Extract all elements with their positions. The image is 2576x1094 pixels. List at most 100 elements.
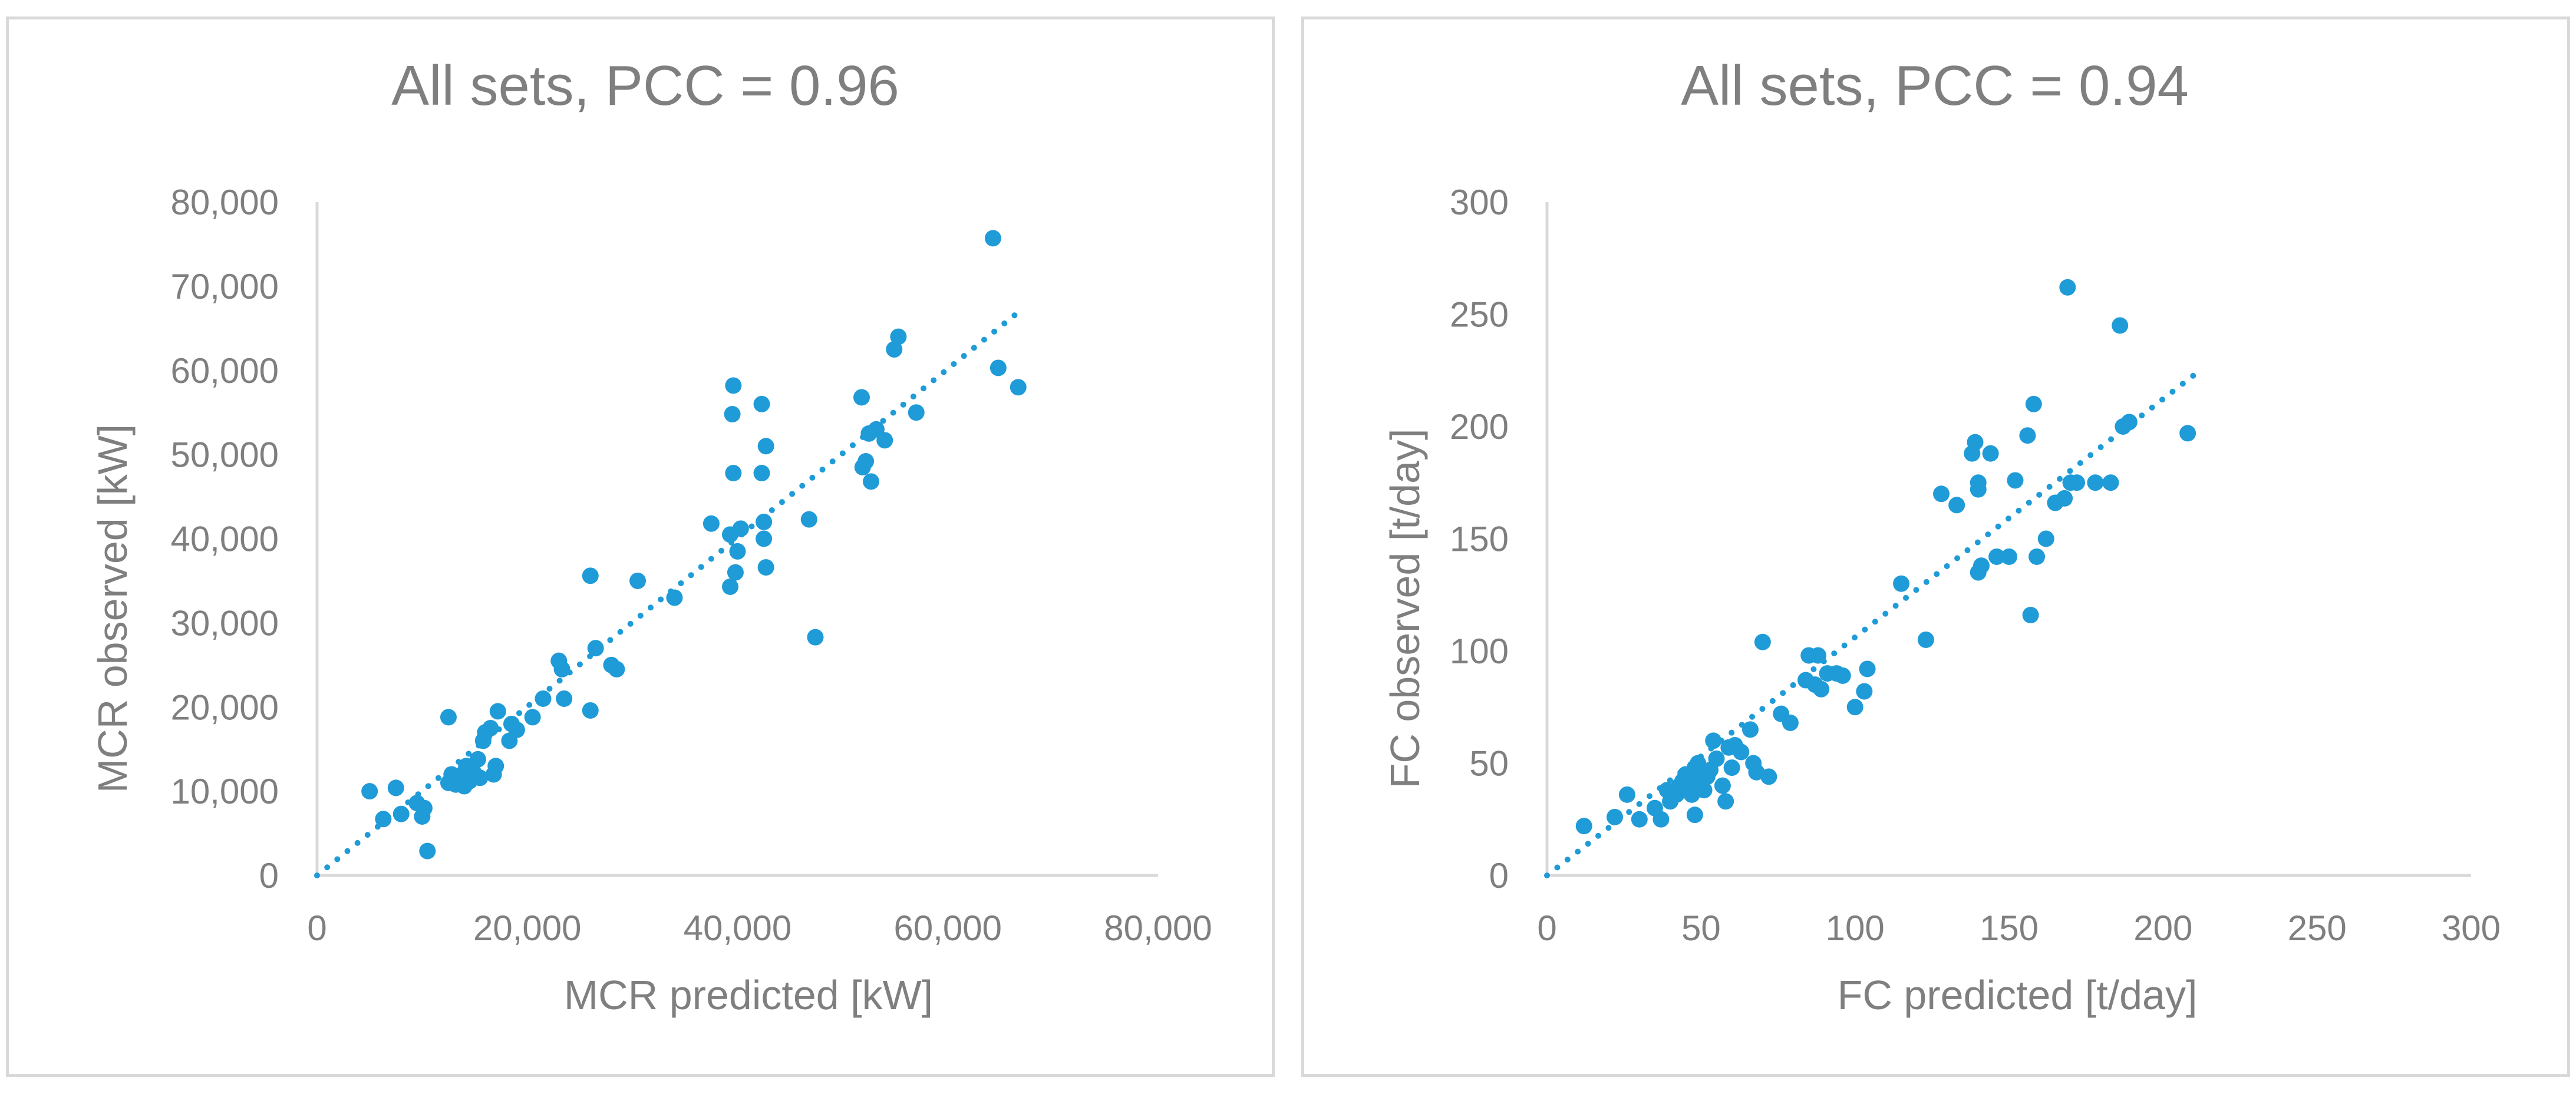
x-tick-label: 20,000 — [473, 908, 582, 948]
data-point — [629, 572, 647, 589]
data-point — [1988, 548, 2006, 565]
data-point — [1618, 786, 1635, 803]
y-tick-label: 250 — [1450, 295, 1509, 335]
data-point — [857, 453, 875, 470]
data-point — [392, 805, 410, 822]
data-point — [757, 438, 774, 455]
data-point — [753, 465, 770, 482]
x-tick-label: 50 — [1681, 908, 1721, 948]
data-point — [2120, 414, 2138, 431]
data-point — [1782, 714, 1799, 731]
data-point — [415, 799, 433, 817]
data-point — [2037, 530, 2054, 547]
data-point — [1754, 633, 1771, 650]
x-tick-label: 0 — [1537, 908, 1556, 948]
data-point — [886, 341, 903, 358]
data-point — [1859, 660, 1876, 677]
data-point — [729, 543, 746, 560]
data-point — [1933, 485, 1950, 503]
data-point — [375, 811, 392, 828]
data-point — [489, 703, 506, 720]
data-point — [1686, 807, 1703, 824]
y-tick-label: 30,000 — [170, 603, 279, 643]
data-point — [908, 404, 925, 421]
data-point — [1760, 768, 1777, 785]
y-tick-label: 50,000 — [170, 435, 279, 475]
data-point — [807, 629, 824, 646]
y-tick-label: 60,000 — [170, 351, 279, 391]
data-point — [419, 842, 436, 860]
mcr-chart-panel: All sets, PCC = 0.96 MCR predicted [kW] … — [6, 16, 1275, 1077]
data-point — [727, 564, 744, 581]
data-point — [361, 783, 378, 800]
data-point — [984, 230, 1001, 247]
mcr-scatter-plot: All sets, PCC = 0.96 MCR predicted [kW] … — [90, 54, 1212, 1018]
x-axis-label: MCR predicted [kW] — [564, 972, 933, 1018]
data-point — [732, 520, 749, 537]
data-point — [2022, 607, 2039, 624]
y-tick-label: 70,000 — [170, 267, 279, 306]
data-point — [1696, 782, 1713, 799]
data-point — [1856, 683, 1873, 700]
data-point — [1982, 445, 1999, 462]
data-point — [1010, 379, 1027, 396]
data-point — [724, 406, 741, 423]
x-tick-label: 150 — [1980, 908, 2039, 948]
chart-title: All sets, PCC = 0.94 — [1681, 54, 2189, 117]
data-point — [863, 473, 880, 490]
data-point — [1741, 721, 1759, 738]
data-point — [1846, 699, 1863, 716]
y-tick-label: 300 — [1450, 183, 1509, 222]
data-point — [2102, 474, 2119, 491]
y-tick-label: 0 — [1489, 856, 1509, 895]
y-tick-label: 50 — [1469, 744, 1509, 784]
data-point — [2087, 474, 2104, 491]
fc-scatter-plot: All sets, PCC = 0.94 FC predicted [t/day… — [1382, 54, 2501, 1018]
data-point — [582, 702, 599, 719]
data-point — [722, 578, 739, 595]
x-tick-label: 250 — [2288, 908, 2347, 948]
y-tick-label: 20,000 — [170, 688, 279, 727]
y-axis-label: FC observed [t/day] — [1382, 429, 1428, 789]
data-point — [756, 530, 773, 547]
data-point — [753, 395, 770, 412]
data-point — [1973, 557, 1990, 574]
x-tick-label: 80,000 — [1104, 908, 1212, 948]
data-point — [440, 709, 457, 726]
data-point — [469, 751, 486, 768]
data-point — [2179, 425, 2196, 442]
data-point — [757, 559, 774, 576]
y-tick-label: 40,000 — [170, 520, 279, 559]
x-tick-label: 200 — [2133, 908, 2192, 948]
data-point — [482, 719, 499, 736]
data-point — [666, 589, 683, 606]
data-point — [2112, 317, 2129, 334]
data-point — [1967, 434, 1984, 451]
data-point — [1893, 575, 1910, 592]
data-point — [1723, 759, 1740, 776]
data-point — [2007, 472, 2024, 489]
trendline — [314, 308, 1023, 878]
data-point — [1606, 808, 1623, 825]
y-tick-label: 150 — [1450, 520, 1509, 559]
x-tick-label: 60,000 — [893, 908, 1002, 948]
x-tick-label: 100 — [1826, 908, 1885, 948]
data-point — [2001, 548, 2017, 565]
data-point — [553, 660, 570, 677]
data-point — [800, 511, 817, 528]
data-point — [1653, 811, 1670, 828]
data-point — [756, 513, 773, 530]
y-axis-label: MCR observed [kW] — [90, 424, 136, 793]
data-point — [1809, 647, 1826, 664]
data-point — [471, 769, 489, 786]
data-point — [2068, 474, 2085, 491]
chart-title: All sets, PCC = 0.96 — [391, 54, 899, 117]
data-point — [1970, 474, 1987, 491]
data-point — [1575, 818, 1592, 835]
x-tick-label: 300 — [2442, 908, 2501, 948]
x-tick-label: 0 — [307, 908, 326, 948]
data-point — [556, 690, 573, 707]
y-tick-label: 0 — [259, 856, 279, 895]
y-tick-label: 200 — [1450, 407, 1509, 447]
data-point — [725, 465, 742, 482]
